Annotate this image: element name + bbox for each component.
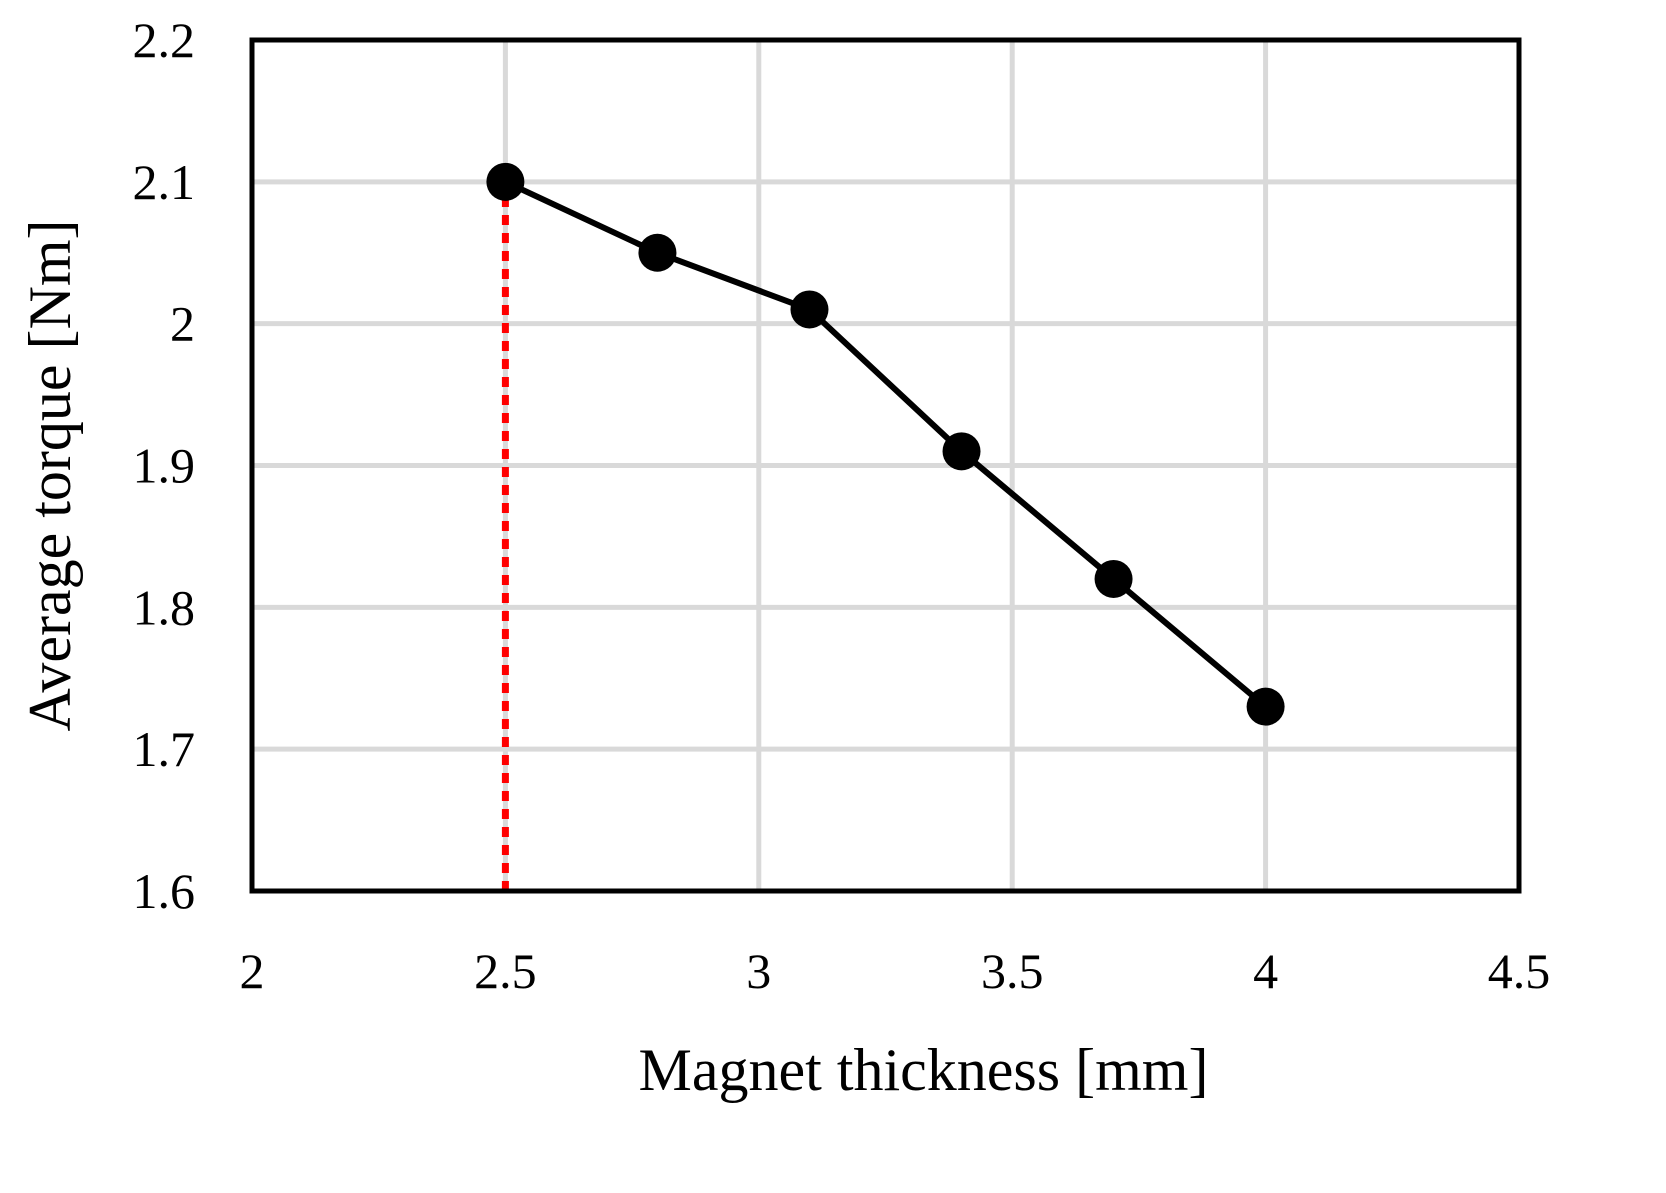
plot-area-frame [249, 37, 1522, 894]
y-tick-label: 2 [170, 296, 195, 352]
y-tick-label: 1.6 [133, 863, 196, 919]
grid [252, 40, 1519, 891]
data-point [486, 162, 525, 201]
x-tick-label: 2.5 [474, 943, 537, 999]
y-tick-labels: 1.6 1.7 1.8 1.9 2 2.1 2.2 [133, 12, 196, 919]
x-tick-labels: 2 2.5 3 3.5 4 4.5 [240, 943, 1551, 999]
data-point [942, 432, 981, 471]
x-tick-label: 4.5 [1488, 943, 1551, 999]
x-tick-label: 3.5 [981, 943, 1044, 999]
x-tick-label: 3 [746, 943, 771, 999]
y-axis-title: Average torque [Nm] [17, 220, 83, 732]
y-tick-label: 1.9 [133, 438, 196, 494]
y-tick-label: 2.2 [133, 12, 196, 68]
x-tick-label: 4 [1253, 943, 1278, 999]
data-point [790, 290, 829, 329]
x-axis-title: Magnet thickness [mm] [639, 1037, 1209, 1103]
x-tick-label: 2 [240, 943, 265, 999]
series [486, 162, 1285, 726]
data-point [638, 233, 677, 272]
y-tick-label: 2.1 [133, 154, 196, 210]
data-point [1246, 687, 1285, 726]
data-point [1094, 559, 1133, 598]
y-tick-label: 1.8 [133, 579, 196, 635]
y-tick-label: 1.7 [133, 721, 196, 777]
series-line [504, 179, 1268, 709]
